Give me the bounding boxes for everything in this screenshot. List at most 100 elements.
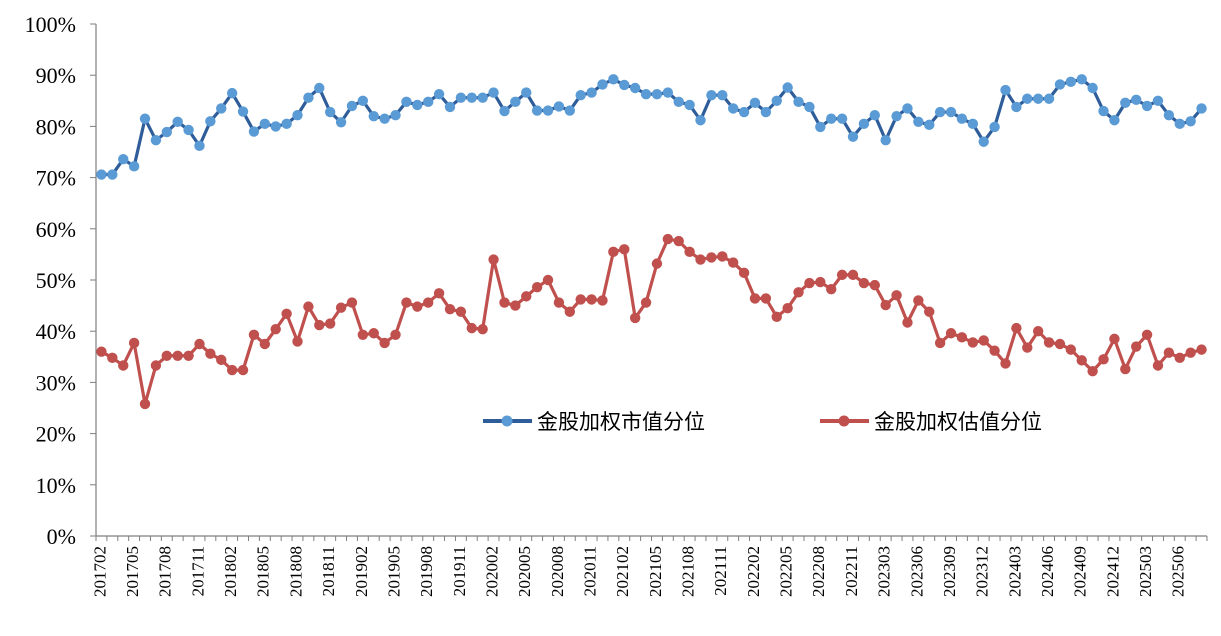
series-0 <box>96 74 1207 180</box>
data-point <box>956 332 968 343</box>
y-tick-label: 20% <box>36 422 76 447</box>
data-point <box>1065 344 1077 355</box>
data-point <box>869 279 880 291</box>
data-point <box>836 113 848 124</box>
data-point <box>303 301 314 312</box>
x-tick-label: 202409 <box>1071 546 1090 597</box>
data-point <box>542 274 554 286</box>
data-point <box>1141 100 1153 112</box>
data-point <box>662 233 674 245</box>
data-point <box>1054 338 1066 350</box>
data-point <box>161 350 172 361</box>
x-tick-label: 202202 <box>744 546 763 597</box>
x-tick-label: 202208 <box>809 546 828 597</box>
data-point <box>553 297 565 308</box>
data-point <box>412 301 423 312</box>
data-point <box>1098 354 1109 365</box>
data-point <box>1152 95 1164 107</box>
data-point <box>379 113 390 124</box>
data-point <box>1109 115 1120 126</box>
data-point <box>488 87 499 98</box>
y-tick-label: 90% <box>36 63 76 88</box>
x-tick-label: 202303 <box>875 546 894 597</box>
data-point <box>368 110 379 122</box>
data-point <box>390 109 401 121</box>
data-point <box>237 364 249 376</box>
data-point <box>172 350 183 361</box>
legend-label-valuation: 金股加权估值分位 <box>874 410 1042 434</box>
x-tick-label: 201711 <box>188 546 207 596</box>
x-tick-label: 202506 <box>1169 546 1188 597</box>
legend-label-market-cap: 金股加权市值分位 <box>537 410 705 434</box>
data-point <box>836 269 848 281</box>
y-tick-label: 60% <box>36 217 76 242</box>
data-point <box>695 254 706 265</box>
data-point <box>749 293 761 304</box>
data-point <box>771 95 782 107</box>
data-point <box>597 79 608 90</box>
data-point <box>1120 97 1131 109</box>
data-point <box>913 295 924 306</box>
data-point <box>695 115 706 126</box>
data-point <box>1022 342 1033 353</box>
data-point <box>139 398 151 410</box>
data-point <box>706 89 717 101</box>
x-tick-label: 201805 <box>254 546 273 597</box>
data-point <box>510 96 521 108</box>
y-tick-label: 100% <box>25 12 76 37</box>
x-tick-label: 201905 <box>384 546 403 597</box>
legend-marker-market-cap <box>501 415 513 427</box>
data-point <box>248 329 260 340</box>
data-point <box>738 267 750 279</box>
data-point <box>521 87 532 98</box>
x-tick-label: 201808 <box>286 546 305 597</box>
data-point <box>727 257 739 268</box>
x-tick-label: 202011 <box>580 546 599 596</box>
data-point <box>216 354 227 366</box>
data-point <box>749 97 761 109</box>
data-point <box>183 350 194 361</box>
data-point <box>1043 93 1055 104</box>
data-point <box>466 322 477 334</box>
data-point <box>1120 363 1131 375</box>
data-point <box>96 346 107 357</box>
data-point <box>1032 326 1044 337</box>
data-point <box>619 244 630 255</box>
x-tick-label: 202403 <box>1005 546 1024 597</box>
x-tick-label: 201802 <box>221 546 240 597</box>
data-point <box>510 300 521 311</box>
data-point <box>727 103 739 114</box>
data-point <box>1131 94 1142 105</box>
data-point <box>281 308 292 319</box>
data-point <box>488 254 499 265</box>
data-point <box>357 329 369 340</box>
data-point <box>107 352 118 364</box>
data-point <box>586 87 597 98</box>
data-point <box>292 109 303 121</box>
data-point <box>924 306 935 317</box>
data-point <box>934 337 946 349</box>
data-point <box>1065 76 1077 88</box>
legend: 金股加权市值分位 金股加权估值分位 <box>483 410 1042 434</box>
data-point <box>1174 118 1185 130</box>
data-point <box>793 96 804 108</box>
data-point <box>1141 329 1153 340</box>
data-point <box>684 99 695 111</box>
x-tick-label: 201702 <box>90 546 109 597</box>
data-point <box>499 297 510 308</box>
data-point <box>564 306 576 317</box>
data-point <box>967 118 979 130</box>
data-point <box>608 74 619 85</box>
data-point <box>324 106 336 118</box>
data-point <box>760 106 772 118</box>
data-point <box>423 297 434 308</box>
data-point <box>640 297 652 308</box>
data-point <box>989 345 1000 356</box>
x-tick-label: 202005 <box>515 546 534 597</box>
data-point <box>194 140 205 152</box>
data-point <box>760 293 772 304</box>
x-tick-label: 202312 <box>973 546 992 597</box>
data-point <box>216 103 227 114</box>
data-point <box>684 246 695 258</box>
